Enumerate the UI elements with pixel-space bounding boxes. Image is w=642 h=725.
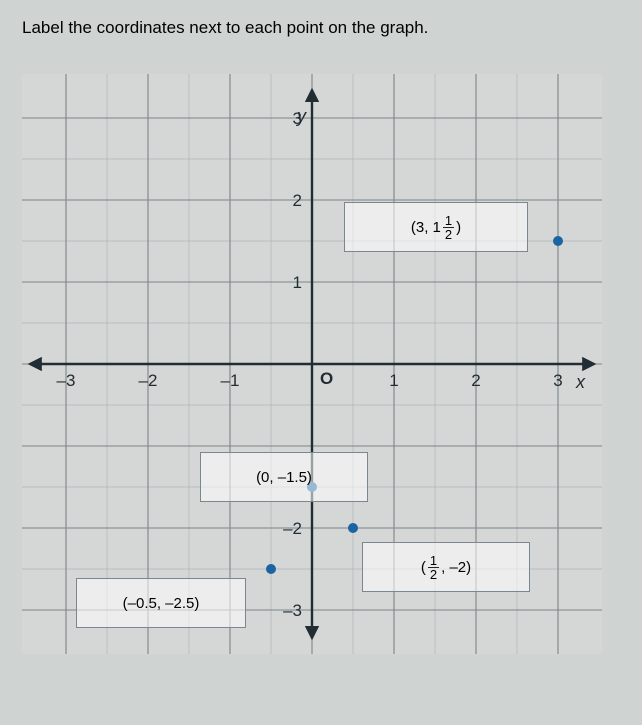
coordinate-label-box[interactable]: (3, 112) [344, 202, 528, 252]
plotted-point [348, 523, 358, 533]
x-tick-label: 2 [471, 371, 480, 390]
x-tick-label: –3 [57, 371, 76, 390]
y-axis-label: y [295, 106, 307, 126]
x-tick-label: 1 [389, 371, 398, 390]
coordinate-graph: –3–2–1123–3–2123Oyx (3, 112)(0, –1.5)(12… [22, 74, 602, 654]
x-tick-label: –2 [139, 371, 158, 390]
x-axis-label: x [575, 372, 586, 392]
y-tick-label: 2 [293, 191, 302, 210]
y-tick-label: –2 [283, 519, 302, 538]
x-tick-label: 3 [553, 371, 562, 390]
x-tick-label: –1 [221, 371, 240, 390]
instruction-text: Label the coordinates next to each point… [22, 18, 620, 38]
y-tick-label: –3 [283, 601, 302, 620]
coordinate-label-box[interactable]: (12, –2) [362, 542, 530, 592]
plotted-point [266, 564, 276, 574]
coordinate-label-box[interactable]: (–0.5, –2.5) [76, 578, 246, 628]
origin-label: O [320, 369, 333, 388]
plotted-point [553, 236, 563, 246]
y-tick-label: 1 [293, 273, 302, 292]
coordinate-label-box[interactable]: (0, –1.5) [200, 452, 368, 502]
